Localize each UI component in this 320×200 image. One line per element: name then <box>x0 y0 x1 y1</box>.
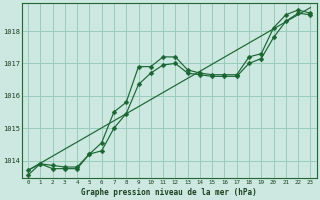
X-axis label: Graphe pression niveau de la mer (hPa): Graphe pression niveau de la mer (hPa) <box>81 188 257 197</box>
